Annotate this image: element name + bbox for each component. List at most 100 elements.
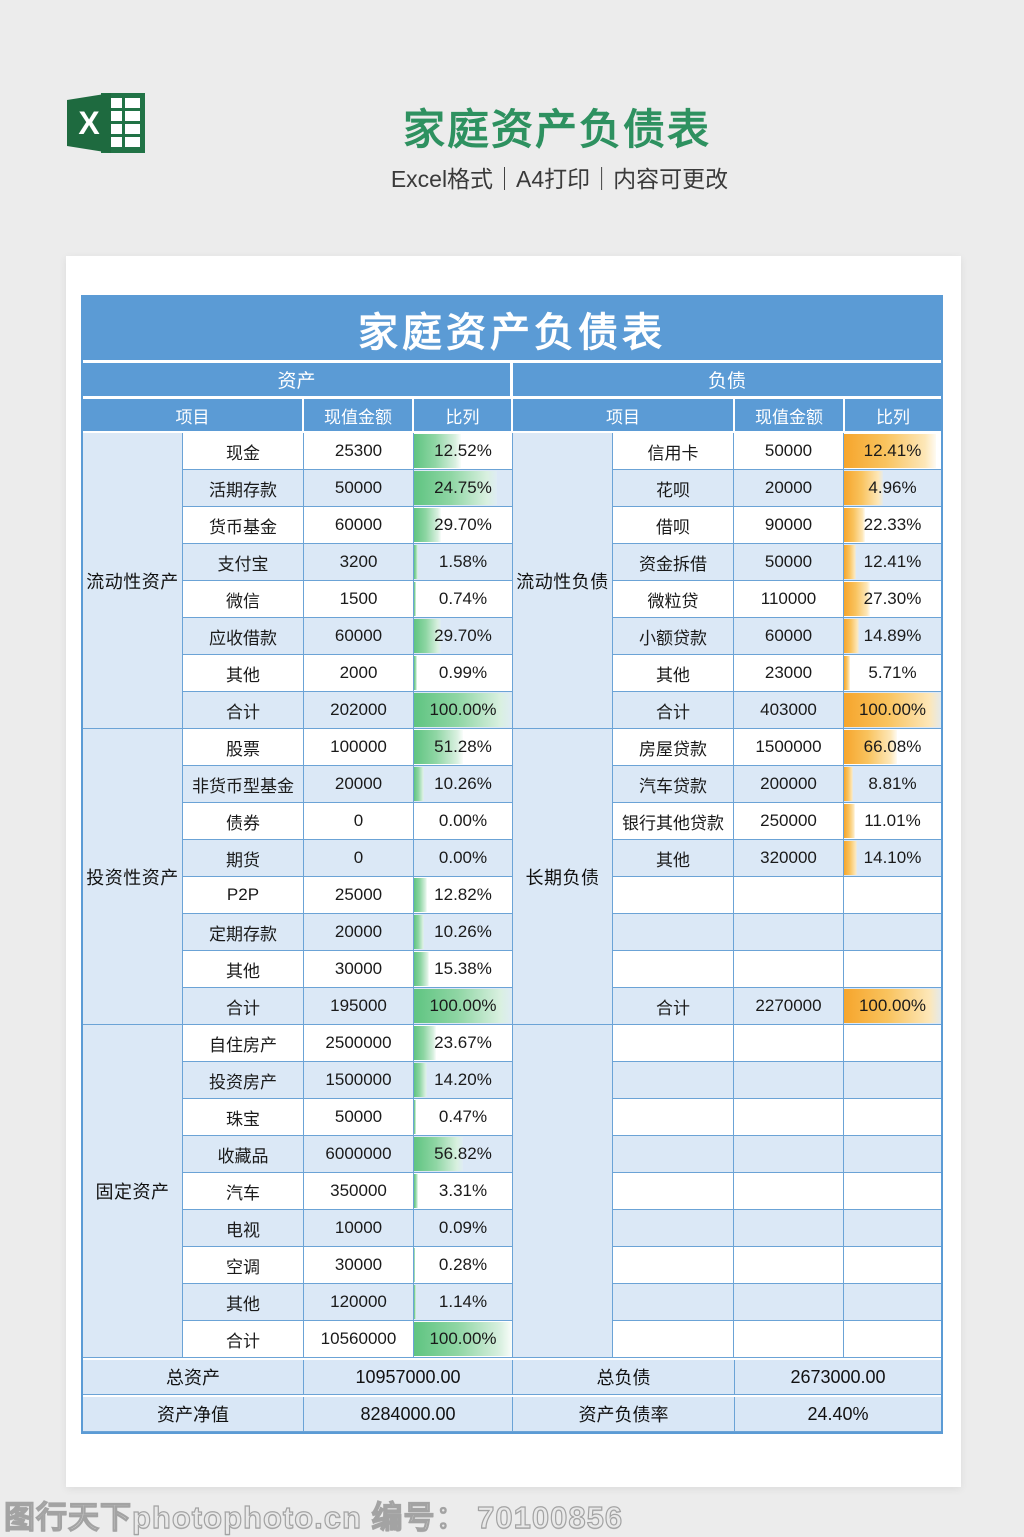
table-row: 收藏品 6000000 56.82% [183, 1136, 513, 1173]
orange-data-bar [844, 767, 853, 801]
percent-label: 1.58% [438, 552, 488, 571]
percent-cell: 0.47% [414, 1099, 513, 1136]
liability-rows: 房屋贷款 1500000 66.08% 汽车贷款 200000 8.81% 银行其他贷款 25… [613, 729, 941, 1025]
percent-cell: 0.00% [414, 840, 513, 877]
percent-cell: 100.00% [414, 692, 513, 729]
item-cell: 其他 [613, 840, 734, 877]
table-row: 合计 202000 100.00% [183, 692, 513, 729]
percent-cell: 5.71% [844, 655, 941, 692]
percent-cell: 14.20% [414, 1062, 513, 1099]
green-data-bar [414, 878, 427, 912]
item-cell: 非货币型基金 [183, 766, 304, 803]
table-row: 其他 30000 15.38% [183, 951, 513, 988]
percent-label: 0.09% [438, 1218, 488, 1237]
item-cell: 期货 [183, 840, 304, 877]
green-data-bar [414, 1100, 416, 1134]
table-row [613, 1173, 941, 1210]
item-cell: 应收借款 [183, 618, 304, 655]
table-row: 微信 1500 0.74% [183, 581, 513, 618]
green-data-bar [414, 1322, 512, 1356]
percent-cell: 0.00% [414, 803, 513, 840]
svg-text:X: X [78, 105, 100, 141]
item-cell: 电视 [183, 1210, 304, 1247]
table-row [613, 877, 941, 914]
orange-data-bar [844, 656, 850, 690]
percent-label: 22.33% [863, 515, 922, 534]
percent-label: 100.00% [429, 1329, 497, 1348]
percent-cell: 23.67% [414, 1025, 513, 1062]
amount-cell: 20000 [304, 914, 414, 951]
percent-cell: 100.00% [844, 988, 941, 1025]
item-cell: 合计 [613, 988, 734, 1025]
green-data-bar [414, 693, 512, 727]
orange-data-bar [844, 582, 871, 616]
section-header-band: 资产 负债 [83, 363, 941, 399]
orange-data-bar [844, 804, 855, 838]
orange-data-bar [844, 471, 883, 505]
percent-cell: 0.28% [414, 1247, 513, 1284]
percent-cell [844, 1210, 941, 1247]
item-cell: 支付宝 [183, 544, 304, 581]
percent-cell: 66.08% [844, 729, 941, 766]
percent-label: 0.28% [438, 1255, 488, 1274]
table-row: 支付宝 3200 1.58% [183, 544, 513, 581]
green-data-bar [414, 1174, 418, 1208]
percent-cell: 12.52% [414, 433, 513, 470]
percent-cell: 10.26% [414, 914, 513, 951]
table-row: 投资房产 1500000 14.20% [183, 1062, 513, 1099]
amount-cell [734, 1173, 844, 1210]
table-row: 微粒贷 110000 27.30% [613, 581, 941, 618]
col-amount-left: 现值金额 [304, 399, 414, 431]
table-row: 汽车 350000 3.31% [183, 1173, 513, 1210]
green-data-bar [414, 989, 512, 1023]
percent-cell: 8.81% [844, 766, 941, 803]
net-worth-value: 8284000.00 [304, 1397, 513, 1432]
percent-cell: 4.96% [844, 470, 941, 507]
amount-cell: 2270000 [734, 988, 844, 1025]
table-row: 珠宝 50000 0.47% [183, 1099, 513, 1136]
amount-cell: 10560000 [304, 1321, 414, 1358]
table-row [613, 1247, 941, 1284]
item-cell: 合计 [183, 988, 304, 1025]
amount-cell: 50000 [304, 1099, 414, 1136]
amount-cell: 20000 [734, 470, 844, 507]
percent-cell [844, 951, 941, 988]
percent-cell [844, 1173, 941, 1210]
excel-icon: X [67, 91, 147, 155]
total-liabilities-label: 总负债 [513, 1360, 735, 1395]
table-row: 合计 10560000 100.00% [183, 1321, 513, 1358]
section-band: 流动性资产 现金 25300 12.52% 活期存款 50000 24.75% 货币基金 600… [83, 433, 941, 729]
item-cell: 其他 [183, 655, 304, 692]
item-cell: 汽车贷款 [613, 766, 734, 803]
percent-label: 15.38% [434, 959, 492, 978]
green-data-bar [414, 1248, 415, 1282]
table-row: 合计 2270000 100.00% [613, 988, 941, 1025]
percent-cell: 12.41% [844, 433, 941, 470]
percent-label: 100.00% [858, 996, 927, 1015]
col-item-left: 项目 [83, 399, 304, 431]
item-cell: 银行其他贷款 [613, 803, 734, 840]
item-cell: 空调 [183, 1247, 304, 1284]
table-row: 合计 195000 100.00% [183, 988, 513, 1025]
table-row: 期货 0 0.00% [183, 840, 513, 877]
amount-cell: 320000 [734, 840, 844, 877]
net-worth-label: 资产净值 [83, 1397, 304, 1432]
asset-group-cell: 投资性资产 [83, 729, 183, 1025]
orange-data-bar [844, 730, 898, 764]
liability-group-cell: 长期负债 [513, 729, 613, 1025]
percent-label: 27.30% [863, 589, 922, 608]
amount-cell: 23000 [734, 655, 844, 692]
col-item-right: 项目 [513, 399, 735, 431]
percent-label: 12.41% [863, 441, 922, 460]
asset-rows: 股票 100000 51.28% 非货币型基金 20000 10.26% 债券 0 0.00% 期… [183, 729, 513, 1025]
item-cell [613, 1099, 734, 1136]
orange-data-bar [844, 841, 857, 875]
table-row: 现金 25300 12.52% [183, 433, 513, 470]
item-cell: 投资房产 [183, 1062, 304, 1099]
amount-cell: 2000 [304, 655, 414, 692]
table-row: 合计 403000 100.00% [613, 692, 941, 729]
percent-cell [844, 1025, 941, 1062]
amount-cell: 50000 [734, 544, 844, 581]
green-data-bar [414, 1137, 463, 1171]
percent-cell [844, 1321, 941, 1358]
